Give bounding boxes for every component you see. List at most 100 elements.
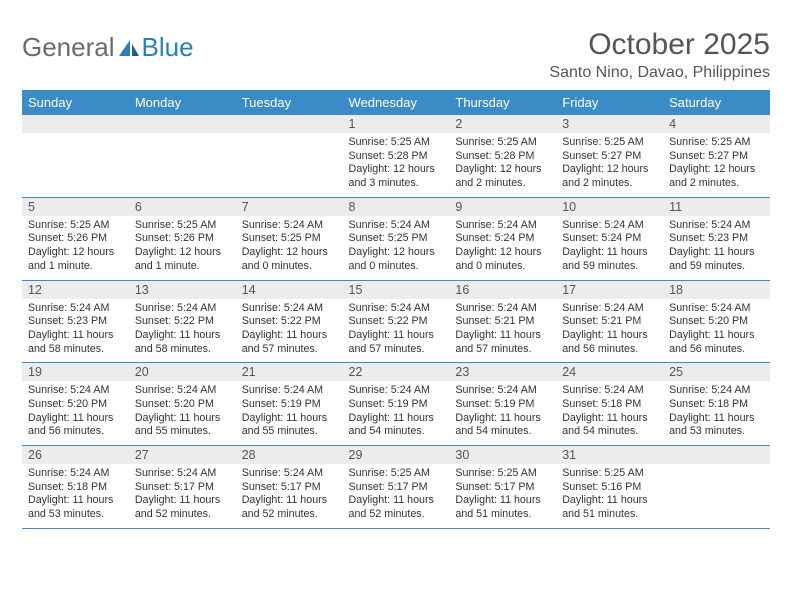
calendar-week-row: 12Sunrise: 5:24 AMSunset: 5:23 PMDayligh… (22, 280, 770, 363)
day-number (236, 115, 343, 133)
day-data: Sunrise: 5:25 AMSunset: 5:26 PMDaylight:… (129, 216, 236, 280)
sunset-line: Sunset: 5:17 PM (242, 481, 337, 495)
logo-word-blue: Blue (142, 32, 194, 63)
header: General Blue October 2025 Santo Nino, Da… (22, 28, 770, 82)
day-number: 1 (343, 115, 450, 133)
sunrise-line: Sunrise: 5:24 AM (669, 302, 764, 316)
day-number: 8 (343, 198, 450, 216)
sunrise-line: Sunrise: 5:24 AM (349, 302, 444, 316)
calendar-cell: 15Sunrise: 5:24 AMSunset: 5:22 PMDayligh… (343, 280, 450, 363)
sunset-line: Sunset: 5:22 PM (349, 315, 444, 329)
calendar-cell: 20Sunrise: 5:24 AMSunset: 5:20 PMDayligh… (129, 363, 236, 446)
day-number: 26 (22, 446, 129, 464)
calendar-cell: 26Sunrise: 5:24 AMSunset: 5:18 PMDayligh… (22, 446, 129, 529)
day-data: Sunrise: 5:24 AMSunset: 5:17 PMDaylight:… (129, 464, 236, 528)
sunset-line: Sunset: 5:24 PM (455, 232, 550, 246)
day-data: Sunrise: 5:24 AMSunset: 5:22 PMDaylight:… (236, 299, 343, 363)
daylight-line: Daylight: 11 hours and 53 minutes. (28, 494, 123, 521)
sunset-line: Sunset: 5:26 PM (28, 232, 123, 246)
weekday-header: Sunday (22, 90, 129, 115)
daylight-line: Daylight: 11 hours and 51 minutes. (455, 494, 550, 521)
calendar-cell: 25Sunrise: 5:24 AMSunset: 5:18 PMDayligh… (663, 363, 770, 446)
sunset-line: Sunset: 5:22 PM (135, 315, 230, 329)
sunrise-line: Sunrise: 5:24 AM (135, 467, 230, 481)
calendar-cell: 5Sunrise: 5:25 AMSunset: 5:26 PMDaylight… (22, 197, 129, 280)
day-data: Sunrise: 5:24 AMSunset: 5:19 PMDaylight:… (343, 381, 450, 445)
day-number: 31 (556, 446, 663, 464)
day-data (663, 464, 770, 520)
calendar-cell: 3Sunrise: 5:25 AMSunset: 5:27 PMDaylight… (556, 115, 663, 197)
day-data: Sunrise: 5:24 AMSunset: 5:19 PMDaylight:… (236, 381, 343, 445)
weekday-header: Friday (556, 90, 663, 115)
calendar-cell: 7Sunrise: 5:24 AMSunset: 5:25 PMDaylight… (236, 197, 343, 280)
day-data: Sunrise: 5:24 AMSunset: 5:22 PMDaylight:… (343, 299, 450, 363)
daylight-line: Daylight: 11 hours and 52 minutes. (135, 494, 230, 521)
day-number: 16 (449, 281, 556, 299)
weekday-header: Tuesday (236, 90, 343, 115)
sunrise-line: Sunrise: 5:24 AM (242, 219, 337, 233)
daylight-line: Daylight: 11 hours and 56 minutes. (562, 329, 657, 356)
day-number: 6 (129, 198, 236, 216)
day-number (22, 115, 129, 133)
calendar-cell: 17Sunrise: 5:24 AMSunset: 5:21 PMDayligh… (556, 280, 663, 363)
logo-sail-icon (117, 38, 141, 58)
calendar-cell: 30Sunrise: 5:25 AMSunset: 5:17 PMDayligh… (449, 446, 556, 529)
sunset-line: Sunset: 5:16 PM (562, 481, 657, 495)
day-data: Sunrise: 5:24 AMSunset: 5:25 PMDaylight:… (236, 216, 343, 280)
day-number: 10 (556, 198, 663, 216)
day-number: 30 (449, 446, 556, 464)
sunset-line: Sunset: 5:20 PM (669, 315, 764, 329)
day-number (663, 446, 770, 464)
sunset-line: Sunset: 5:21 PM (455, 315, 550, 329)
sunset-line: Sunset: 5:28 PM (455, 150, 550, 164)
sunrise-line: Sunrise: 5:24 AM (562, 219, 657, 233)
daylight-line: Daylight: 11 hours and 58 minutes. (28, 329, 123, 356)
daylight-line: Daylight: 12 hours and 2 minutes. (455, 163, 550, 190)
calendar-cell: 22Sunrise: 5:24 AMSunset: 5:19 PMDayligh… (343, 363, 450, 446)
day-data: Sunrise: 5:24 AMSunset: 5:20 PMDaylight:… (663, 299, 770, 363)
day-number: 29 (343, 446, 450, 464)
calendar-cell: 9Sunrise: 5:24 AMSunset: 5:24 PMDaylight… (449, 197, 556, 280)
sunset-line: Sunset: 5:17 PM (135, 481, 230, 495)
calendar-table: SundayMondayTuesdayWednesdayThursdayFrid… (22, 90, 770, 529)
sunrise-line: Sunrise: 5:24 AM (455, 302, 550, 316)
daylight-line: Daylight: 11 hours and 59 minutes. (669, 246, 764, 273)
calendar-cell: 6Sunrise: 5:25 AMSunset: 5:26 PMDaylight… (129, 197, 236, 280)
day-data (236, 133, 343, 189)
calendar-cell: 2Sunrise: 5:25 AMSunset: 5:28 PMDaylight… (449, 115, 556, 197)
sunset-line: Sunset: 5:19 PM (349, 398, 444, 412)
sunset-line: Sunset: 5:20 PM (28, 398, 123, 412)
day-data: Sunrise: 5:24 AMSunset: 5:22 PMDaylight:… (129, 299, 236, 363)
daylight-line: Daylight: 11 hours and 53 minutes. (669, 412, 764, 439)
daylight-line: Daylight: 11 hours and 57 minutes. (455, 329, 550, 356)
calendar-week-row: 1Sunrise: 5:25 AMSunset: 5:28 PMDaylight… (22, 115, 770, 197)
sunrise-line: Sunrise: 5:24 AM (242, 302, 337, 316)
calendar-cell: 31Sunrise: 5:25 AMSunset: 5:16 PMDayligh… (556, 446, 663, 529)
daylight-line: Daylight: 12 hours and 3 minutes. (349, 163, 444, 190)
calendar-cell: 24Sunrise: 5:24 AMSunset: 5:18 PMDayligh… (556, 363, 663, 446)
calendar-cell: 13Sunrise: 5:24 AMSunset: 5:22 PMDayligh… (129, 280, 236, 363)
daylight-line: Daylight: 11 hours and 52 minutes. (242, 494, 337, 521)
sunset-line: Sunset: 5:26 PM (135, 232, 230, 246)
day-data: Sunrise: 5:25 AMSunset: 5:28 PMDaylight:… (449, 133, 556, 197)
sunset-line: Sunset: 5:18 PM (669, 398, 764, 412)
day-data: Sunrise: 5:24 AMSunset: 5:19 PMDaylight:… (449, 381, 556, 445)
day-number: 13 (129, 281, 236, 299)
logo: General Blue (22, 32, 194, 63)
daylight-line: Daylight: 12 hours and 0 minutes. (349, 246, 444, 273)
sunrise-line: Sunrise: 5:24 AM (28, 384, 123, 398)
sunrise-line: Sunrise: 5:25 AM (455, 467, 550, 481)
sunrise-line: Sunrise: 5:24 AM (349, 384, 444, 398)
daylight-line: Daylight: 12 hours and 0 minutes. (242, 246, 337, 273)
sunset-line: Sunset: 5:27 PM (562, 150, 657, 164)
day-number: 15 (343, 281, 450, 299)
calendar-body: 1Sunrise: 5:25 AMSunset: 5:28 PMDaylight… (22, 115, 770, 528)
day-number: 17 (556, 281, 663, 299)
weekday-header-row: SundayMondayTuesdayWednesdayThursdayFrid… (22, 90, 770, 115)
sunrise-line: Sunrise: 5:25 AM (562, 136, 657, 150)
day-number: 27 (129, 446, 236, 464)
day-data: Sunrise: 5:24 AMSunset: 5:21 PMDaylight:… (449, 299, 556, 363)
day-number: 3 (556, 115, 663, 133)
day-data: Sunrise: 5:24 AMSunset: 5:18 PMDaylight:… (22, 464, 129, 528)
day-data: Sunrise: 5:25 AMSunset: 5:17 PMDaylight:… (343, 464, 450, 528)
